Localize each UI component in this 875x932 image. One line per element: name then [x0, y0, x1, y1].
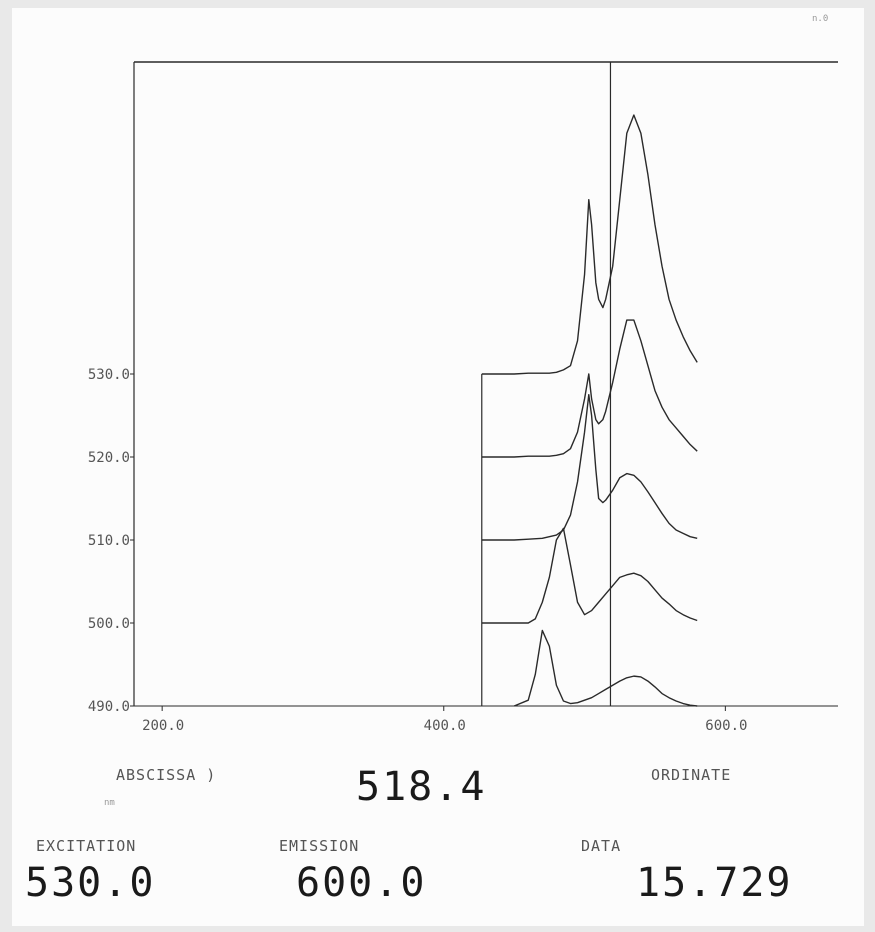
spectrum-series-510 — [481, 394, 698, 541]
abscissa-value: 518.4 — [356, 764, 487, 810]
y-tick-label: 490.0 — [88, 699, 130, 715]
abscissa-label: ABSCISSA ) — [116, 766, 217, 784]
x-tick-label: 200.0 — [142, 718, 184, 734]
emission-label: EMISSION — [279, 837, 360, 855]
spectrum-series-490 — [513, 629, 698, 707]
spectrum-series-500 — [481, 527, 698, 624]
unit-mark: nm — [104, 798, 115, 808]
printout-sheet — [12, 8, 864, 926]
x-ticks: 200.0 400.0 600.0 — [142, 706, 747, 734]
excitation-value: 530.0 — [25, 860, 156, 906]
data-label: DATA — [581, 837, 622, 855]
spectrum-series-530 — [481, 114, 698, 375]
data-value: 15.729 — [636, 860, 793, 906]
emission-value: 600.0 — [296, 860, 427, 906]
ordinate-label: ORDINATE — [651, 766, 732, 784]
x-tick-label: 600.0 — [705, 718, 747, 734]
y-tick-label: 500.0 — [88, 616, 130, 632]
y-ticks: 490.0 500.0 510.0 520.0 530.0 — [88, 367, 134, 715]
y-tick-label: 520.0 — [88, 450, 130, 466]
excitation-label: EXCITATION — [36, 837, 137, 855]
y-tick-label: 510.0 — [88, 533, 130, 549]
y-tick-label: 530.0 — [88, 367, 130, 383]
x-tick-label: 400.0 — [424, 718, 466, 734]
spectrum-series-520 — [481, 319, 698, 458]
corner-mark: n.0 — [812, 14, 829, 24]
plot-frame — [133, 61, 838, 707]
series-layer — [481, 114, 698, 707]
